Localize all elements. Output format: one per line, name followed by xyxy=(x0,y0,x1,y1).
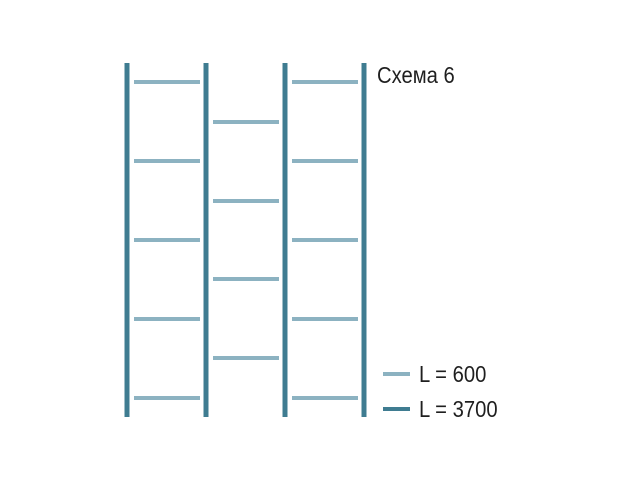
legend-swatch-short xyxy=(383,372,410,376)
legend-item-long: L = 3700 xyxy=(383,394,508,424)
legend-swatch-long xyxy=(383,407,410,411)
legend-label-long: L = 3700 xyxy=(419,395,498,422)
legend-item-short: L = 600 xyxy=(383,359,496,389)
legend-label-short: L = 600 xyxy=(419,360,487,387)
long-profiles xyxy=(124,63,367,417)
short-profiles xyxy=(134,80,358,400)
scheme-title: Схема 6 xyxy=(377,62,455,88)
